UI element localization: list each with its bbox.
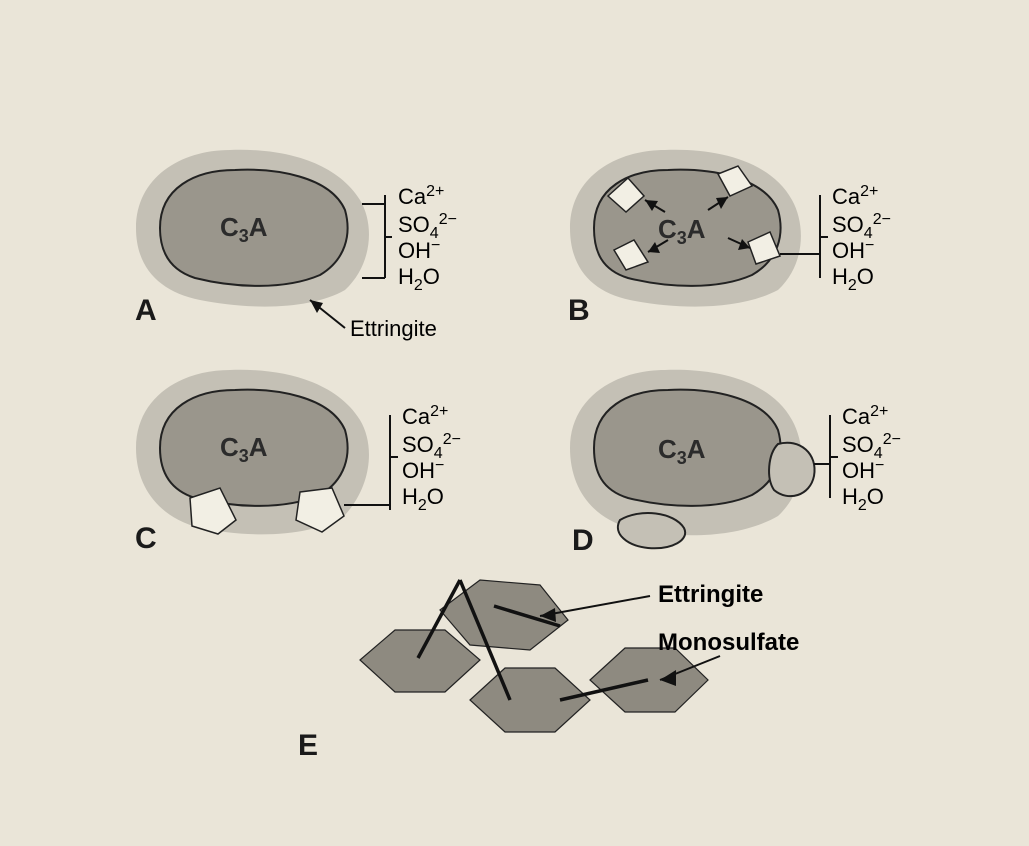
lobe-d-right	[769, 443, 814, 496]
ion-h2o-b: H2O	[832, 264, 874, 294]
panel-c: C3A Ca2+ SO42− OH− H2O C	[135, 370, 461, 555]
diagram-canvas: C3A Ca2+ SO42− OH− H2O Ettringite A	[0, 0, 1029, 846]
ion-leader-d	[814, 415, 838, 498]
panel-b: C3A Ca2+ SO42− OH− H2O B	[568, 150, 891, 327]
panel-label-c: C	[135, 522, 157, 555]
hex-e4	[590, 648, 708, 712]
ion-h2o-c: H2O	[402, 484, 444, 514]
ion-ca-b: Ca2+	[832, 183, 878, 209]
arrowhead-icon	[310, 300, 323, 313]
panel-label-a: A	[135, 294, 157, 327]
ettringite-label-e: Ettringite	[658, 581, 763, 608]
monosulfate-label-e: Monosulfate	[658, 629, 799, 656]
hex-e3	[470, 668, 590, 732]
panel-label-d: D	[572, 524, 594, 557]
panel-a: C3A Ca2+ SO42− OH− H2O Ettringite A	[135, 150, 457, 341]
panel-d: C3A Ca2+ SO42− OH− H2O D	[570, 370, 901, 557]
panel-e: Ettringite Monosulfate E	[298, 580, 799, 762]
ion-oh-c: OH−	[402, 457, 444, 483]
lobe-d-bottom	[618, 513, 685, 548]
ion-ca-a: Ca2+	[398, 183, 444, 209]
ettringite-label-a: Ettringite	[350, 316, 437, 341]
ion-ca-c: Ca2+	[402, 403, 448, 429]
ion-oh-a: OH−	[398, 237, 440, 263]
ion-h2o-a: H2O	[398, 264, 440, 294]
panel-label-e: E	[298, 729, 318, 762]
ion-oh-d: OH−	[842, 457, 884, 483]
ion-ca-d: Ca2+	[842, 403, 888, 429]
hex-e1	[360, 630, 480, 692]
ion-oh-b: OH−	[832, 237, 874, 263]
panel-label-b: B	[568, 294, 590, 327]
ion-h2o-d: H2O	[842, 484, 884, 514]
